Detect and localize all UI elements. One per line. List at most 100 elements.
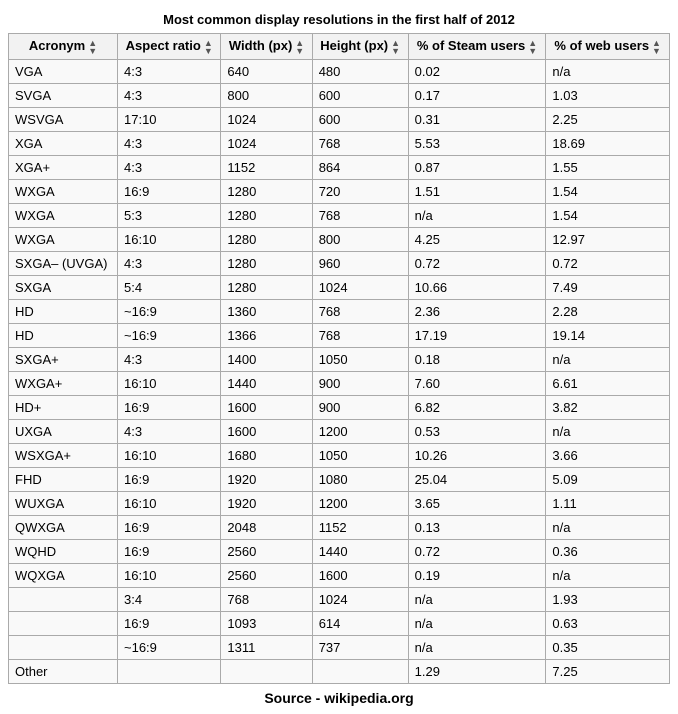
table-cell: 0.72 bbox=[408, 251, 546, 275]
table-cell: 4:3 bbox=[118, 131, 221, 155]
sort-icon: ▲▼ bbox=[391, 39, 400, 55]
table-cell: 4:3 bbox=[118, 251, 221, 275]
table-row: WSVGA17:1010246000.312.25 bbox=[9, 107, 670, 131]
table-cell: 10.66 bbox=[408, 275, 546, 299]
column-header[interactable]: Aspect ratio▲▼ bbox=[118, 34, 221, 60]
table-cell: WXGA bbox=[9, 179, 118, 203]
table-cell: 960 bbox=[312, 251, 408, 275]
table-row: VGA4:36404800.02n/a bbox=[9, 59, 670, 83]
table-cell: 4.25 bbox=[408, 227, 546, 251]
table-cell: 16:10 bbox=[118, 371, 221, 395]
table-cell: 4:3 bbox=[118, 347, 221, 371]
table-cell: WSXGA+ bbox=[9, 443, 118, 467]
table-cell: 768 bbox=[312, 323, 408, 347]
table-cell: 1440 bbox=[221, 371, 312, 395]
table-row: HD~16:9136676817.1919.14 bbox=[9, 323, 670, 347]
table-cell: 1024 bbox=[221, 131, 312, 155]
table-cell: n/a bbox=[546, 515, 670, 539]
table-row: WXGA16:1012808004.2512.97 bbox=[9, 227, 670, 251]
table-cell: n/a bbox=[408, 611, 546, 635]
table-cell: ~16:9 bbox=[118, 635, 221, 659]
table-cell: 10.26 bbox=[408, 443, 546, 467]
table-cell bbox=[118, 659, 221, 683]
table-cell: 1152 bbox=[221, 155, 312, 179]
table-cell: 2.36 bbox=[408, 299, 546, 323]
table-cell: QWXGA bbox=[9, 515, 118, 539]
column-header[interactable]: % of web users▲▼ bbox=[546, 34, 670, 60]
table-cell: WQXGA bbox=[9, 563, 118, 587]
table-cell bbox=[221, 659, 312, 683]
table-cell: VGA bbox=[9, 59, 118, 83]
table-row: 16:91093614n/a0.63 bbox=[9, 611, 670, 635]
table-cell: ~16:9 bbox=[118, 323, 221, 347]
table-cell: 2.28 bbox=[546, 299, 670, 323]
table-cell: 737 bbox=[312, 635, 408, 659]
column-header[interactable]: Acronym▲▼ bbox=[9, 34, 118, 60]
column-header-label: Aspect ratio bbox=[126, 38, 201, 53]
table-cell: 900 bbox=[312, 371, 408, 395]
table-cell: 7.60 bbox=[408, 371, 546, 395]
sort-icon: ▲▼ bbox=[204, 39, 213, 55]
table-cell: HD bbox=[9, 299, 118, 323]
table-cell: 1024 bbox=[312, 275, 408, 299]
table-cell: 1050 bbox=[312, 347, 408, 371]
table-cell: 0.36 bbox=[546, 539, 670, 563]
table-row: WXGA5:31280768n/a1.54 bbox=[9, 203, 670, 227]
table-cell: 614 bbox=[312, 611, 408, 635]
table-row: HD+16:916009006.823.82 bbox=[9, 395, 670, 419]
table-cell: 1152 bbox=[312, 515, 408, 539]
table-row: WUXGA16:10192012003.651.11 bbox=[9, 491, 670, 515]
table-cell: 0.17 bbox=[408, 83, 546, 107]
table-cell bbox=[9, 587, 118, 611]
table-cell: 0.72 bbox=[546, 251, 670, 275]
table-cell: 1.54 bbox=[546, 203, 670, 227]
table-cell: HD bbox=[9, 323, 118, 347]
table-cell: 1920 bbox=[221, 491, 312, 515]
column-header[interactable]: Width (px)▲▼ bbox=[221, 34, 312, 60]
column-header-label: % of Steam users bbox=[417, 38, 525, 53]
table-cell: XGA+ bbox=[9, 155, 118, 179]
table-cell: 25.04 bbox=[408, 467, 546, 491]
table-cell: 16:9 bbox=[118, 611, 221, 635]
table-cell: WXGA+ bbox=[9, 371, 118, 395]
table-row: 3:47681024n/a1.93 bbox=[9, 587, 670, 611]
table-row: SXGA5:41280102410.667.49 bbox=[9, 275, 670, 299]
table-row: HD~16:913607682.362.28 bbox=[9, 299, 670, 323]
column-header[interactable]: % of Steam users▲▼ bbox=[408, 34, 546, 60]
table-cell: 0.31 bbox=[408, 107, 546, 131]
table-cell: 1280 bbox=[221, 179, 312, 203]
column-header-label: Height (px) bbox=[320, 38, 388, 53]
table-cell: 768 bbox=[312, 203, 408, 227]
table-cell: 0.63 bbox=[546, 611, 670, 635]
table-cell: 720 bbox=[312, 179, 408, 203]
table-cell: n/a bbox=[546, 347, 670, 371]
table-cell: n/a bbox=[546, 563, 670, 587]
table-cell: 800 bbox=[312, 227, 408, 251]
table-cell: 1600 bbox=[221, 395, 312, 419]
table-cell: 1.03 bbox=[546, 83, 670, 107]
table-cell: 1280 bbox=[221, 227, 312, 251]
column-header-label: Width (px) bbox=[229, 38, 292, 53]
table-cell: 1440 bbox=[312, 539, 408, 563]
table-cell: 6.61 bbox=[546, 371, 670, 395]
table-cell: 1.51 bbox=[408, 179, 546, 203]
table-cell: 1024 bbox=[312, 587, 408, 611]
table-cell: 1.11 bbox=[546, 491, 670, 515]
table-cell: 0.53 bbox=[408, 419, 546, 443]
table-cell: 3.66 bbox=[546, 443, 670, 467]
column-header-label: Acronym bbox=[29, 38, 85, 53]
table-cell: 480 bbox=[312, 59, 408, 83]
table-cell: 1311 bbox=[221, 635, 312, 659]
table-row: QWXGA16:9204811520.13n/a bbox=[9, 515, 670, 539]
column-header[interactable]: Height (px)▲▼ bbox=[312, 34, 408, 60]
table-cell: 1400 bbox=[221, 347, 312, 371]
table-cell: 16:9 bbox=[118, 515, 221, 539]
table-cell: 1600 bbox=[312, 563, 408, 587]
table-cell: 5.09 bbox=[546, 467, 670, 491]
table-cell: n/a bbox=[408, 635, 546, 659]
table-cell: 1600 bbox=[221, 419, 312, 443]
table-row: FHD16:91920108025.045.09 bbox=[9, 467, 670, 491]
sort-icon: ▲▼ bbox=[295, 39, 304, 55]
table-cell: 4:3 bbox=[118, 155, 221, 179]
table-cell: Other bbox=[9, 659, 118, 683]
